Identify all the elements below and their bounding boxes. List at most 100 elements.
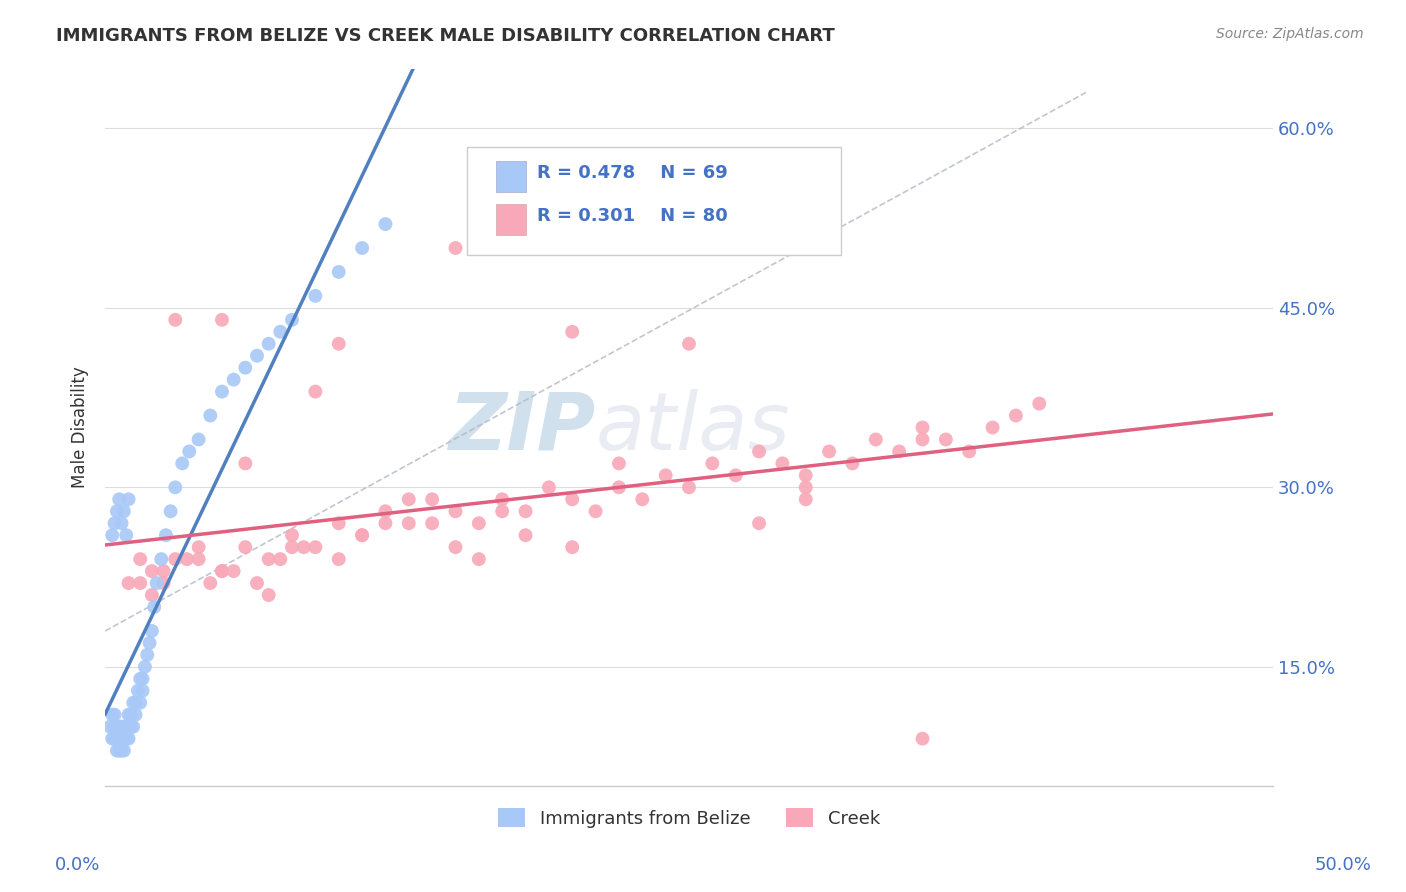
Point: [131, 683, 153, 698]
Point: [105, 504, 128, 518]
Point: [187, 540, 209, 554]
Point: [222, 564, 245, 578]
Point: [112, 504, 135, 518]
Point: [117, 576, 139, 591]
Point: [748, 444, 770, 458]
Text: R = 0.478    N = 69: R = 0.478 N = 69: [537, 163, 728, 182]
Point: [444, 241, 467, 255]
Point: [172, 457, 194, 471]
Point: [328, 516, 350, 531]
Point: [328, 552, 350, 566]
Point: [352, 528, 374, 542]
FancyBboxPatch shape: [467, 147, 841, 255]
Point: [108, 731, 131, 746]
Point: [159, 504, 181, 518]
Point: [129, 696, 152, 710]
Point: [165, 480, 187, 494]
Point: [328, 265, 350, 279]
Point: [165, 313, 187, 327]
Point: [101, 731, 124, 746]
Point: [200, 576, 222, 591]
Point: [187, 433, 209, 447]
Text: 50.0%: 50.0%: [1315, 856, 1371, 874]
Point: [145, 576, 167, 591]
Point: [112, 743, 135, 757]
Point: [398, 516, 420, 531]
Point: [678, 336, 700, 351]
Point: [281, 540, 304, 554]
Point: [631, 492, 654, 507]
Point: [257, 588, 280, 602]
Point: [702, 457, 724, 471]
Point: [352, 528, 374, 542]
Point: [304, 384, 326, 399]
Y-axis label: Male Disability: Male Disability: [72, 367, 89, 489]
Point: [152, 576, 174, 591]
Point: [222, 373, 245, 387]
Point: [141, 624, 163, 638]
Text: 0.0%: 0.0%: [55, 856, 100, 874]
Point: [911, 731, 934, 746]
Point: [748, 516, 770, 531]
Point: [794, 492, 817, 507]
Point: [770, 457, 793, 471]
Point: [246, 576, 269, 591]
Point: [108, 743, 131, 757]
Point: [304, 289, 326, 303]
Point: [117, 731, 139, 746]
Point: [818, 444, 841, 458]
Point: [304, 540, 326, 554]
Point: [115, 528, 138, 542]
Point: [374, 217, 396, 231]
Point: [131, 672, 153, 686]
Point: [103, 731, 125, 746]
Point: [110, 720, 132, 734]
Point: [152, 564, 174, 578]
Point: [607, 457, 630, 471]
Point: [281, 313, 304, 327]
Point: [176, 552, 198, 566]
Point: [257, 336, 280, 351]
Point: [981, 420, 1004, 434]
Point: [420, 516, 443, 531]
Point: [444, 504, 467, 518]
Point: [124, 696, 146, 710]
Text: atlas: atlas: [596, 389, 790, 467]
Point: [143, 599, 166, 614]
Point: [607, 480, 630, 494]
Point: [122, 696, 145, 710]
Point: [561, 540, 583, 554]
Point: [515, 528, 537, 542]
Point: [398, 492, 420, 507]
Point: [108, 720, 131, 734]
Point: [374, 504, 396, 518]
Point: [117, 720, 139, 734]
Point: [117, 492, 139, 507]
Point: [794, 480, 817, 494]
Point: [561, 492, 583, 507]
Point: [935, 433, 957, 447]
Point: [101, 707, 124, 722]
Point: [117, 707, 139, 722]
Point: [200, 409, 222, 423]
Point: [112, 731, 135, 746]
Point: [115, 731, 138, 746]
Point: [911, 433, 934, 447]
Point: [108, 492, 131, 507]
Text: ZIP: ZIP: [449, 389, 596, 467]
Point: [678, 480, 700, 494]
Point: [211, 564, 233, 578]
Point: [122, 720, 145, 734]
Point: [841, 457, 863, 471]
Point: [165, 552, 187, 566]
Point: [129, 552, 152, 566]
Point: [585, 504, 607, 518]
Point: [561, 325, 583, 339]
Legend: Immigrants from Belize, Creek: Immigrants from Belize, Creek: [491, 801, 887, 835]
Point: [269, 325, 291, 339]
Point: [1028, 396, 1050, 410]
Point: [103, 707, 125, 722]
Point: [141, 564, 163, 578]
Point: [865, 433, 887, 447]
Point: [468, 516, 491, 531]
